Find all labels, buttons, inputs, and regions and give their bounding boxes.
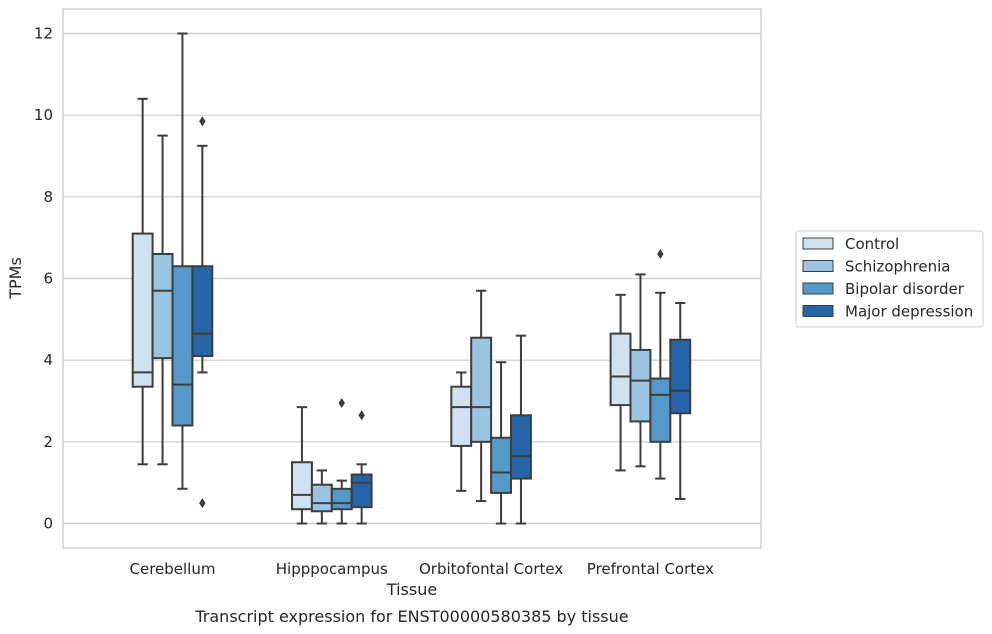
outlier-point bbox=[358, 410, 365, 421]
legend-swatch bbox=[802, 305, 834, 317]
y-tick-label: 4 bbox=[43, 351, 53, 369]
legend: Control Schizophrenia Bipolar disorder Majo… bbox=[795, 230, 984, 328]
legend-swatch bbox=[802, 282, 834, 295]
box-bipolar-disorder bbox=[649, 249, 672, 480]
y-tick-label: 12 bbox=[34, 25, 53, 43]
box-schizophrenia bbox=[310, 469, 333, 525]
box-major-depression bbox=[350, 410, 373, 525]
y-tick-label: 10 bbox=[34, 106, 53, 124]
box-control bbox=[450, 371, 473, 492]
plot-frame bbox=[62, 8, 762, 549]
y-tick-labels: 0 2 4 6 8 10 12 bbox=[34, 25, 53, 533]
x-tick-labels: Cerebellum Hipppocampus Orbitofontal Corte… bbox=[130, 560, 715, 578]
x-tick-label: Cerebellum bbox=[130, 560, 216, 578]
legend-swatch bbox=[802, 260, 834, 272]
box-major-depression bbox=[191, 116, 214, 509]
box-schizophrenia bbox=[470, 289, 493, 503]
y-tick-label: 0 bbox=[43, 515, 53, 533]
box-schizophrenia bbox=[151, 134, 174, 466]
box-bipolar-disorder bbox=[171, 32, 194, 490]
legend-frame bbox=[795, 230, 984, 328]
box-control bbox=[609, 293, 632, 472]
legend-swatch bbox=[802, 237, 834, 250]
outlier-point bbox=[338, 398, 345, 409]
box-body bbox=[450, 385, 473, 447]
box-schizophrenia bbox=[629, 273, 652, 468]
box-body bbox=[291, 461, 313, 511]
y-tick-label: 2 bbox=[43, 433, 53, 451]
legend-label: Schizophrenia bbox=[845, 258, 950, 276]
x-tick-label: Orbitofontal Cortex bbox=[419, 560, 563, 578]
legend-label: Bipolar disorder bbox=[845, 280, 965, 298]
box-body bbox=[510, 414, 532, 480]
box-body bbox=[131, 232, 154, 388]
outlier-point bbox=[199, 498, 206, 509]
x-tick-label: Hipppocampus bbox=[276, 560, 388, 578]
legend-label: Major depression bbox=[845, 303, 973, 321]
box-bipolar-disorder bbox=[330, 398, 353, 525]
box-body bbox=[330, 487, 353, 511]
box-body bbox=[151, 253, 174, 360]
y-tick-label: 6 bbox=[43, 270, 53, 288]
y-tick-label: 8 bbox=[43, 188, 53, 206]
box-major-depression bbox=[510, 334, 532, 525]
legend-label: Control bbox=[845, 235, 899, 253]
box-body bbox=[191, 265, 214, 358]
x-tick-label: Prefrontal Cortex bbox=[587, 560, 714, 578]
box-body bbox=[470, 336, 493, 443]
box-body bbox=[609, 332, 632, 407]
box-major-depression bbox=[669, 302, 692, 500]
box-body bbox=[310, 483, 333, 513]
box-control bbox=[131, 97, 154, 466]
box-body bbox=[629, 348, 652, 423]
y-axis-label: TPMs bbox=[6, 257, 25, 300]
box-bipolar-disorder bbox=[490, 361, 513, 525]
outlier-point bbox=[199, 116, 206, 127]
x-axis-label: Tissue bbox=[386, 580, 437, 599]
box-control bbox=[291, 406, 313, 525]
box-body bbox=[171, 265, 194, 427]
outlier-point bbox=[657, 249, 664, 259]
box-body bbox=[490, 436, 513, 494]
box-body bbox=[350, 473, 373, 509]
chart-caption: Transcript expression for ENST0000058038… bbox=[194, 607, 628, 626]
box-groups bbox=[131, 32, 692, 525]
box-body bbox=[649, 377, 672, 443]
box-body bbox=[669, 338, 692, 415]
